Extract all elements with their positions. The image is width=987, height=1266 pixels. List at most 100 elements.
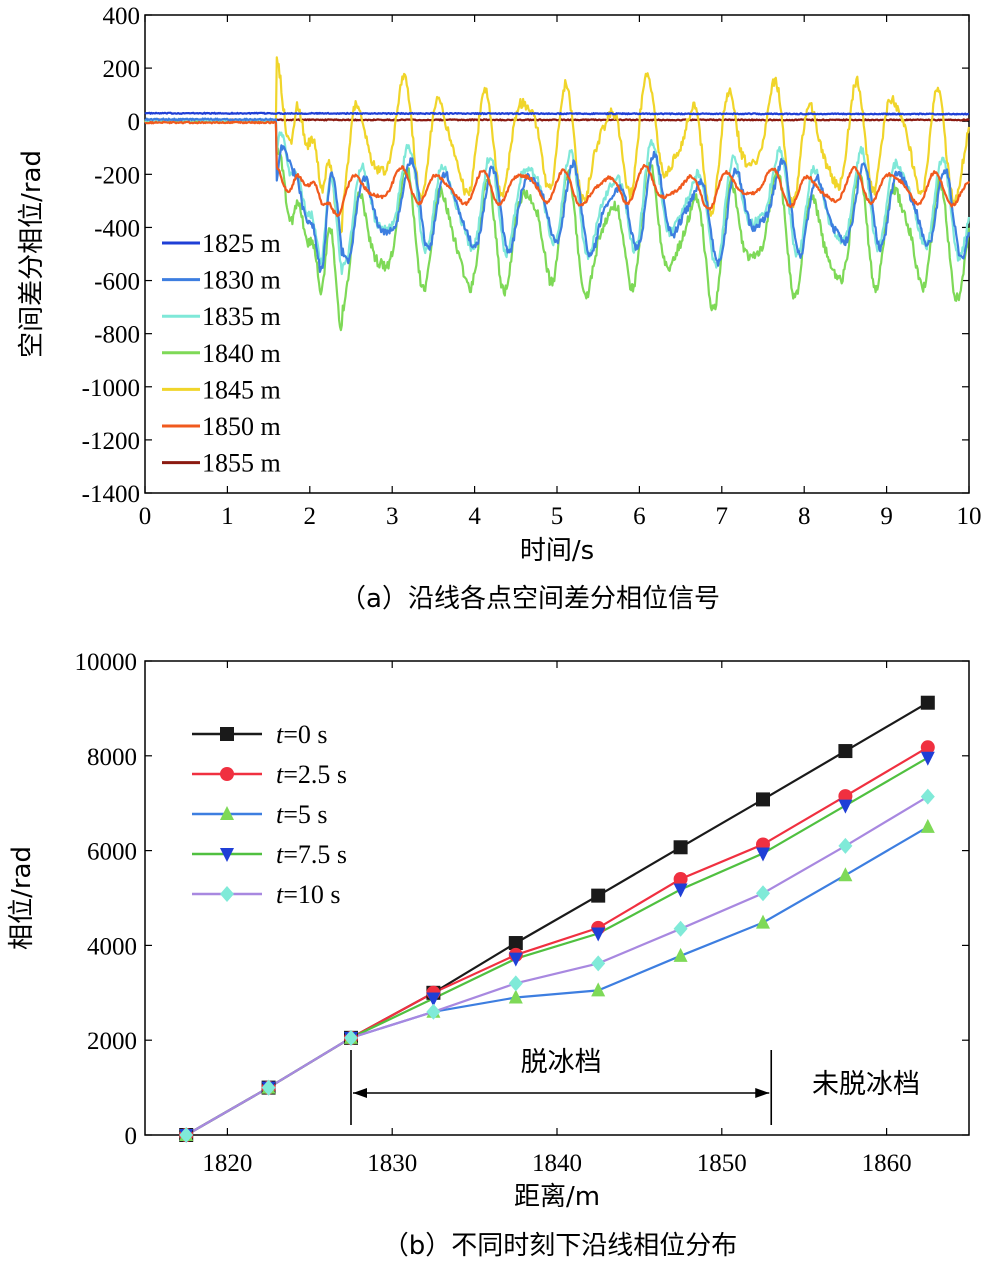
panel-b-marker-triangle-up	[756, 914, 770, 929]
panel-b-marker-triangle-up	[591, 982, 606, 997]
panel-a-line-chart: 0 1 2 3 4 5 6 7 8 9 10 400 200 0 -200 -400 -600 -800 -1000…	[17, 3, 982, 614]
panel-b-marker-diamond	[426, 1003, 441, 1020]
panel-b-legend-label: t=0 s	[276, 720, 328, 749]
panel-a-series-line	[144, 111, 970, 116]
panel-b-marker-triangle-down	[673, 883, 688, 898]
panel-b-y-tick-label: 2000	[87, 1028, 137, 1055]
panel-a-y-tick-label: -1000	[82, 375, 140, 402]
panel-b-marker-circle	[220, 767, 234, 781]
panel-a-x-tick-label: 4	[468, 503, 481, 530]
panel-b-marker-triangle-down	[756, 847, 770, 862]
panel-b-marker-triangle-down	[220, 848, 234, 862]
panel-b-y-tick-label: 8000	[87, 744, 137, 771]
panel-a-series-line	[144, 120, 970, 218]
panel-b-marker-circle	[920, 740, 935, 755]
panel-a-legend-label: 1855 m	[202, 449, 281, 478]
panel-b-series-line	[185, 795, 929, 1136]
panel-b-marker-triangle-up	[220, 806, 234, 820]
panel-b-x-tick-label: 1820	[202, 1150, 252, 1177]
panel-b-marker-square	[673, 840, 688, 855]
panel-b-marker-square	[220, 727, 234, 741]
panel-b-x-tick-label: 1830	[367, 1150, 417, 1177]
panel-b-caption: （b）不同时刻下沿线相位分布	[383, 1231, 738, 1261]
panel-a-x-tick-label: 10	[957, 503, 982, 530]
panel-b-y-tick-label: 10000	[75, 649, 138, 676]
panel-a-series-line	[144, 119, 971, 332]
panel-b-marker-diamond	[838, 837, 853, 854]
panel-b-x-tick-label: 1840	[532, 1150, 582, 1177]
panel-b-line-chart: 1820 1830 1840 1850 1860 0 2000 4000 6000 8000 100…	[7, 649, 970, 1261]
panel-a-series-group	[144, 56, 971, 332]
panel-b-marker-diamond	[920, 788, 935, 805]
panel-a-x-tick-label: 6	[633, 503, 646, 530]
panel-b-series-group	[179, 695, 935, 1143]
panel-b-marker-diamond	[673, 920, 688, 937]
panel-b-marker-circle	[673, 872, 688, 887]
panel-a-legend-label: 1845 m	[202, 375, 281, 404]
panel-a-y-tick-label: -200	[94, 162, 140, 189]
panel-b-range-arrowhead-right	[755, 1088, 770, 1098]
panel-b-legend-label: t=2.5 s	[276, 760, 347, 789]
panel-b-marker-triangle-down	[920, 751, 935, 766]
panel-a-y-tick-label: 400	[103, 3, 141, 30]
panel-a-x-axis-label: 时间/s	[520, 536, 594, 566]
panel-a-series-line	[144, 56, 971, 234]
panel-b-marker-triangle-down	[426, 992, 441, 1007]
panel-b-range-arrowhead-left	[353, 1088, 367, 1098]
panel-b-y-tick-label: 0	[125, 1123, 138, 1150]
panel-b-x-tick-label: 1860	[862, 1150, 912, 1177]
panel-b-marker-diamond	[179, 1127, 194, 1143]
panel-a-caption: （a）沿线各点空间差分相位信号	[340, 584, 720, 614]
panel-b-marker-diamond	[591, 955, 606, 972]
panel-b-marker-square	[756, 792, 770, 807]
panel-b-marker-triangle-down	[591, 927, 606, 942]
panel-a-x-tick-label: 8	[798, 503, 811, 530]
panel-a-y-tick-label: -1400	[82, 481, 140, 508]
panel-a-x-tick-label: 5	[551, 503, 564, 530]
panel-a-x-tick-label: 9	[880, 503, 893, 530]
panel-b-y-tick-label: 6000	[87, 839, 137, 866]
panel-b-marker-square	[838, 744, 853, 759]
panel-b-legend-label: t=7.5 s	[276, 840, 347, 869]
panel-a-series-line	[144, 118, 970, 122]
panel-b-x-axis-label: 距离/m	[514, 1182, 600, 1212]
panel-a-x-tick-label: 7	[716, 503, 729, 530]
panel-b-marker-diamond	[220, 886, 234, 902]
panel-a-legend-label: 1840 m	[202, 339, 281, 368]
panel-b-y-axis-label: 相位/rad	[7, 846, 37, 950]
panel-b-legend: t=0 s t=2.5 s t=5 s t=7.5 s t=10 s	[192, 720, 347, 909]
panel-b-legend-label: t=5 s	[276, 800, 328, 829]
panel-a-series-line	[144, 117, 971, 273]
panel-b-not-deiced-label: 未脱冰档	[812, 1069, 920, 1100]
panel-a-ticks: 0 1 2 3 4 5 6 7 8 9 10 400 200 0 -200 -400 -600 -800 -1000…	[82, 3, 982, 530]
panel-a-y-tick-label: -600	[94, 269, 140, 296]
panel-b-ticks: 1820 1830 1840 1850 1860 0 2000 4000 6000 8000 100…	[75, 649, 969, 1177]
panel-b-deiced-label: 脱冰档	[521, 1047, 602, 1078]
panel-b-marker-triangle-up	[508, 989, 523, 1004]
panel-a-legend-label: 1830 m	[202, 266, 281, 295]
panel-a-x-tick-label: 2	[304, 503, 317, 530]
panel-a-legend-label: 1835 m	[202, 302, 281, 331]
panel-b-legend-label: t=10 s	[276, 880, 341, 909]
panel-b-marker-diamond	[344, 1029, 358, 1046]
panel-b-y-tick-label: 4000	[87, 933, 137, 960]
panel-a-y-tick-label: 200	[103, 56, 141, 83]
panel-b-x-tick-label: 1850	[697, 1150, 747, 1177]
panel-a-legend: 1825 m 1830 m 1835 m 1840 m 1845 m 1850 m 1855…	[162, 229, 281, 478]
panel-a-legend-label: 1825 m	[202, 229, 281, 258]
panel-b-marker-square	[920, 695, 935, 710]
panel-a-legend-label: 1850 m	[202, 412, 281, 441]
panel-a-x-tick-label: 3	[386, 503, 399, 530]
panel-b-marker-square	[508, 936, 523, 951]
panel-b-marker-triangle-up	[673, 947, 688, 962]
panel-a-x-tick-label: 0	[139, 503, 152, 530]
panel-a-y-tick-label: -400	[94, 215, 140, 242]
panel-b-marker-diamond	[508, 975, 523, 992]
panel-a-y-tick-label: -1200	[82, 428, 140, 455]
panel-b-marker-triangle-up	[838, 867, 853, 882]
panel-b-marker-diamond	[756, 885, 770, 902]
panel-a-y-tick-label: -800	[94, 322, 140, 349]
panel-b-marker-square	[591, 888, 606, 903]
panel-a-x-tick-label: 1	[221, 503, 234, 530]
